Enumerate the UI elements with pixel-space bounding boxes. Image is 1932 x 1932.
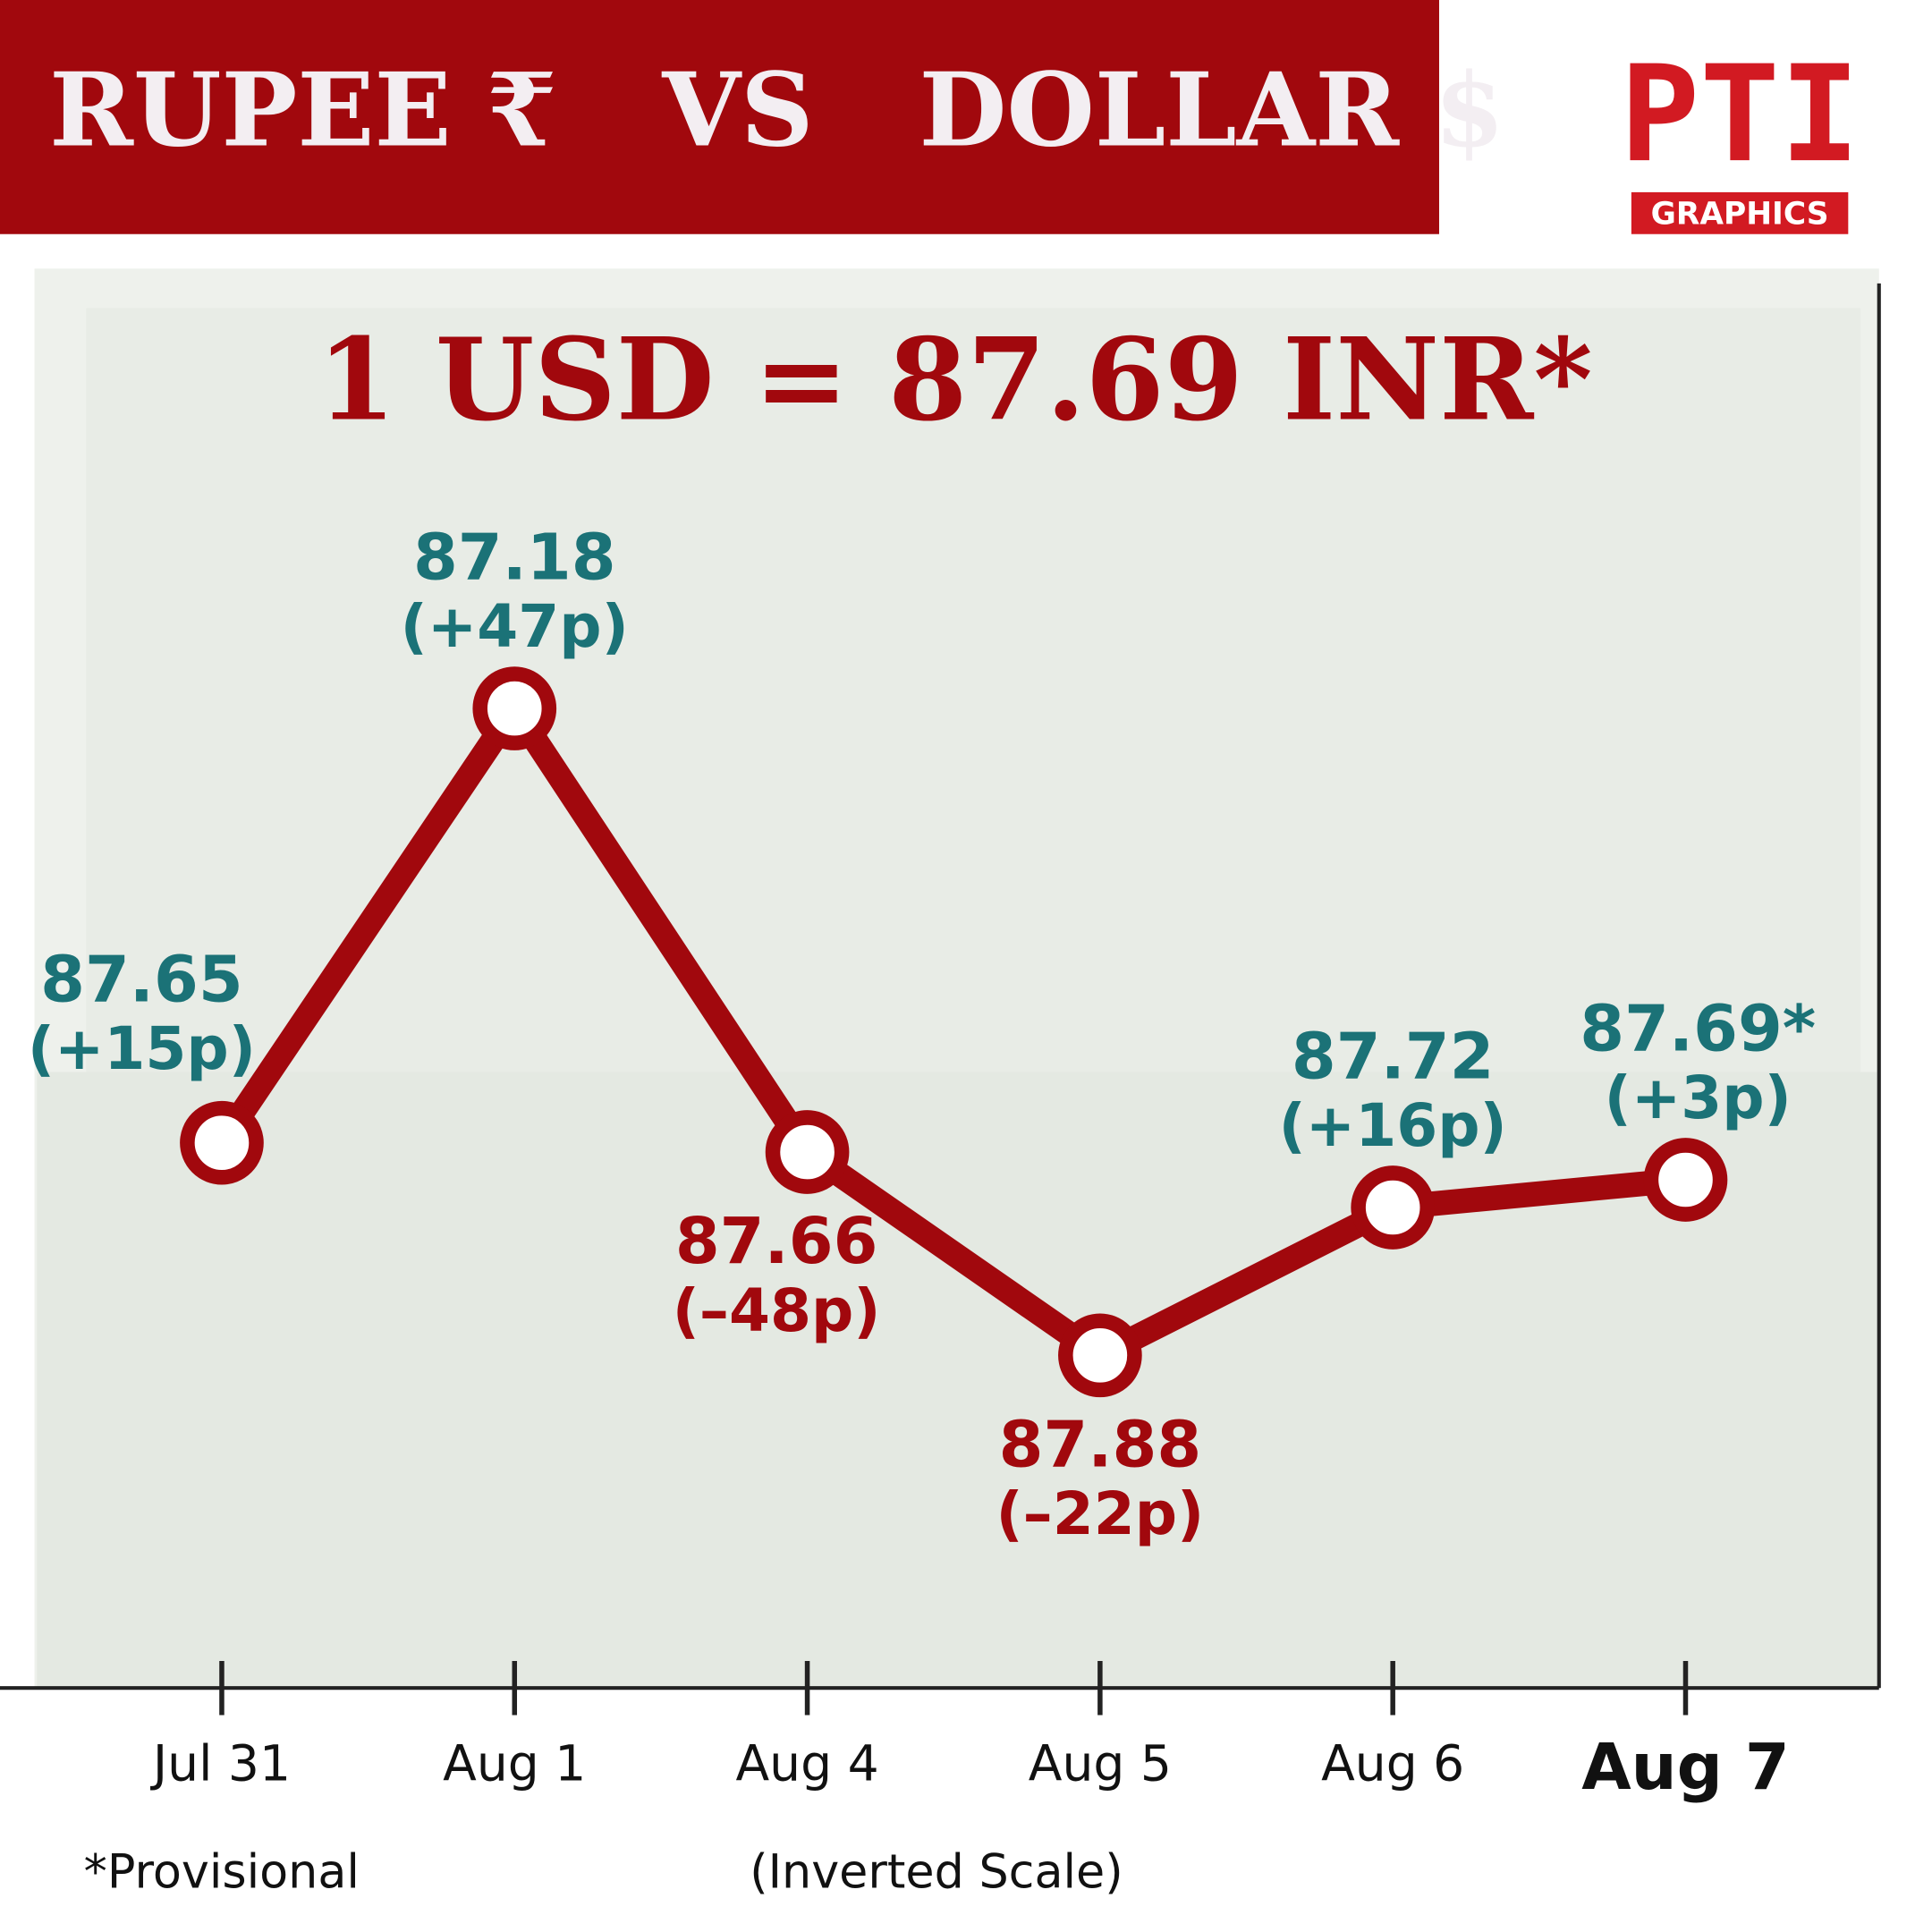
change-label: (+47p) xyxy=(401,592,629,661)
logo-sub: GRAPHICS xyxy=(1651,197,1829,233)
x-tick-label: Jul 31 xyxy=(150,1735,291,1792)
scale-note: (Inverted Scale) xyxy=(750,1844,1123,1899)
point xyxy=(1058,1313,1142,1398)
x-tick-label: Aug 4 xyxy=(735,1735,878,1792)
point xyxy=(1351,1165,1436,1250)
point xyxy=(765,1110,850,1194)
line xyxy=(211,696,1687,1368)
headline: 1 USD = 87.69 INR* xyxy=(317,312,1592,445)
logo-box xyxy=(1631,191,1849,234)
change-label: (+16p) xyxy=(1279,1091,1507,1160)
title: RUPEE ₹ VS DOLLAR $ xyxy=(49,51,1504,170)
banknote-dollar xyxy=(37,1072,1879,1689)
x-tick-label: Aug 7 xyxy=(1581,1730,1789,1804)
value-label: 87.88 xyxy=(999,1407,1202,1481)
x-tick-label: Aug 1 xyxy=(443,1735,586,1792)
value-label: 87.72 xyxy=(1292,1019,1495,1093)
value-label: 87.66 xyxy=(675,1204,878,1278)
logo: PTI xyxy=(1620,38,1860,192)
point xyxy=(472,666,557,750)
banknote-rupee xyxy=(86,308,1861,1109)
value-label: 87.65 xyxy=(40,942,243,1016)
change-label: (–22p) xyxy=(996,1479,1204,1548)
value-label: 87.18 xyxy=(413,520,616,594)
point xyxy=(180,1100,264,1185)
footnote: *Provisional xyxy=(84,1844,360,1899)
point xyxy=(1643,1138,1728,1222)
change-label: (+15p) xyxy=(28,1014,256,1083)
change-label: (–48p) xyxy=(673,1276,881,1345)
change-label: (+3p) xyxy=(1605,1063,1792,1132)
x-tick-label: Aug 5 xyxy=(1029,1735,1172,1792)
value-label: 87.69* xyxy=(1580,991,1816,1065)
title-banner xyxy=(0,0,1439,234)
x-tick-label: Aug 6 xyxy=(1321,1735,1464,1792)
